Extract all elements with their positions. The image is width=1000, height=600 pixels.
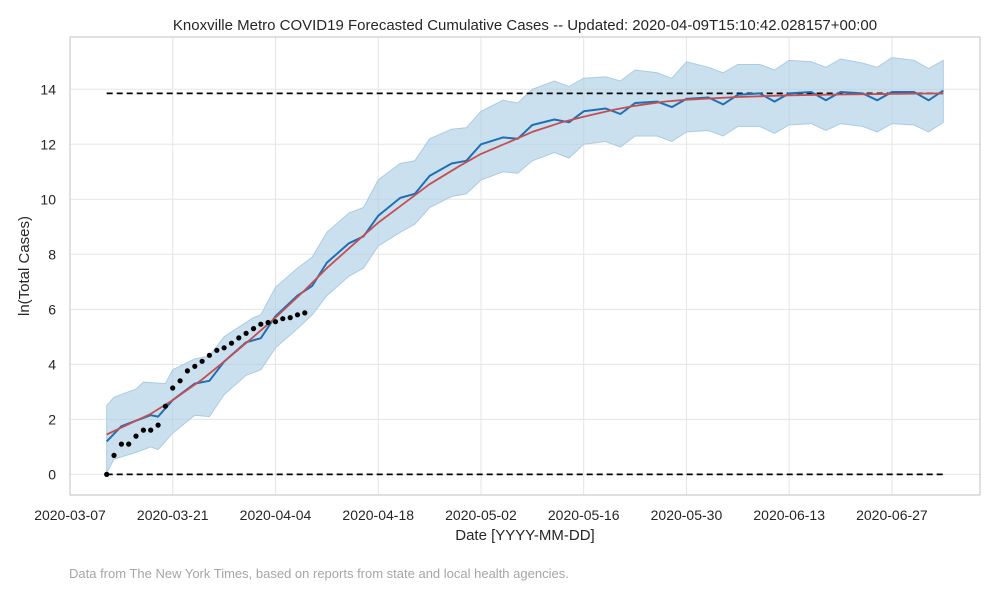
- observed-point: [214, 347, 220, 353]
- x-tick-label: 2020-05-16: [548, 507, 620, 523]
- x-tick-label: 2020-04-18: [342, 507, 414, 523]
- y-tick-labels: 0 2 4 6 8 10 12 14: [40, 81, 56, 482]
- y-tick-label: 2: [48, 411, 56, 427]
- x-tick-label: 2020-05-02: [445, 507, 517, 523]
- line-layer: [105, 89, 944, 443]
- observed-point: [118, 441, 124, 447]
- observed-point: [184, 368, 190, 374]
- observed-point: [140, 427, 146, 433]
- observed-point: [243, 330, 249, 336]
- x-tick-label: 2020-06-27: [856, 507, 928, 523]
- observed-point: [302, 310, 308, 316]
- fit-line: [106, 92, 944, 436]
- observed-point: [294, 312, 301, 318]
- y-tick-label: 10: [40, 191, 56, 207]
- y-tick-label: 4: [48, 356, 56, 372]
- confidence-band-layer: [106, 57, 944, 474]
- observed-point: [236, 335, 242, 341]
- observed-point: [170, 385, 176, 391]
- x-axis-label: Date [YYYY-MM-DD]: [455, 527, 594, 544]
- x-tick-label: 2020-03-21: [137, 507, 209, 523]
- y-tick-label: 6: [48, 301, 56, 317]
- observed-point: [155, 422, 161, 428]
- observed-point: [280, 316, 286, 322]
- x-tick-label: 2020-05-30: [651, 507, 723, 523]
- chart-title: Knoxville Metro COVID19 Forecasted Cumul…: [173, 17, 877, 34]
- observed-point: [177, 378, 183, 384]
- observed-point: [192, 363, 198, 369]
- plot-frame: [69, 36, 981, 496]
- observed-point: [162, 403, 168, 409]
- confidence-band: [106, 57, 944, 474]
- observed-point: [228, 340, 235, 346]
- y-axis-label: ln(Total Cases): [16, 216, 33, 316]
- x-tick-label: 2020-03-07: [34, 507, 106, 523]
- observed-point: [206, 352, 212, 358]
- observed-point: [126, 441, 132, 447]
- x-tick-label: 2020-04-04: [240, 507, 312, 523]
- y-tick-label: 0: [48, 466, 56, 482]
- observed-point: [104, 471, 110, 477]
- x-tick-label: 2020-06-13: [753, 507, 825, 523]
- y-tick-label: 12: [40, 136, 56, 152]
- observed-point: [199, 358, 205, 364]
- x-tick-labels: 2020-03-07 2020-03-21 2020-04-04 2020-04-18…: [34, 507, 928, 523]
- observed-point: [148, 427, 154, 433]
- observed-point: [265, 319, 271, 326]
- observed-point: [272, 319, 279, 325]
- observed-point: [111, 452, 117, 458]
- observed-point: [133, 433, 139, 439]
- observed-point: [221, 345, 227, 351]
- observed-points-layer: [104, 310, 308, 477]
- observed-point: [250, 326, 257, 332]
- y-tick-label: 14: [40, 81, 56, 97]
- observed-point: [287, 315, 293, 321]
- observed-point: [258, 321, 264, 327]
- data-source-footnote: Data from The New York Times, based on r…: [69, 566, 569, 581]
- y-tick-label: 8: [48, 246, 56, 262]
